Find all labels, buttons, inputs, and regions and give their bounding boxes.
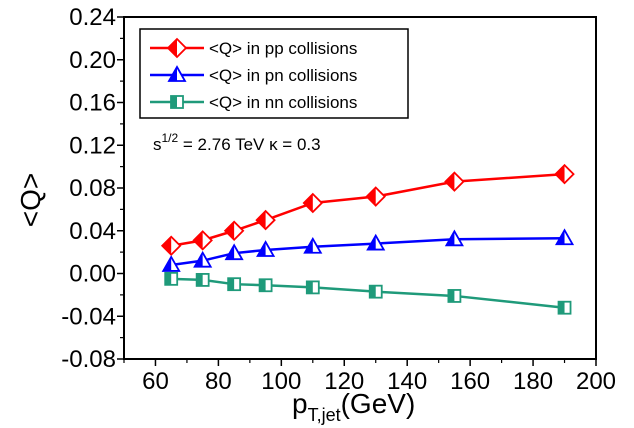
y-tick-label: -0.04 [61,303,116,330]
data-point [195,273,210,287]
y-tick-label: 0.04 [69,218,116,245]
data-point [161,255,181,272]
x-tick-label: 120 [324,368,364,395]
data-point [444,229,464,247]
legend: <Q> in pp collisions <Q> in pn collisions… [139,28,409,119]
energy-kappa-annotation: s1/2 = 2.76 TeV κ = 0.3 [153,131,321,154]
x-tick-label: 160 [450,368,490,395]
axis-ticks: -0.08 -0.04 0.00 0.04 0.08 0.12 0.16 0.20 0.24 60… [61,4,616,395]
data-point [193,250,213,268]
x-axis-label-subscript: T,jet [308,405,341,425]
legend-item: <Q> in pn collisions [150,65,357,85]
series-0 [160,163,575,256]
annotation-value: = 2.76 TeV κ = 0.3 [178,135,320,154]
annotation-superscript: 1/2 [162,131,179,145]
series-line [171,236,565,267]
legend-label: <Q> in pp collisions [209,39,357,58]
x-tick-label: 80 [205,368,232,395]
y-tick-label: 0.08 [69,175,116,202]
series-2 [164,271,572,315]
data-point [368,284,383,299]
y-tick-label: 0.00 [69,261,116,288]
data-point [227,277,242,292]
data-point [192,230,213,251]
data-point [303,236,323,254]
y-tick-label: 0.12 [69,132,116,159]
x-tick-label: 60 [142,368,169,395]
legend-label: <Q> in pn collisions [209,66,357,85]
x-axis-label-unit: (GeV) [341,388,416,419]
data-point [557,300,572,315]
data-point [224,243,244,261]
y-tick-label: 0.24 [69,4,116,31]
data-point [258,278,273,293]
x-tick-label: 200 [576,368,616,395]
data-point [256,240,276,257]
plot-series [160,163,575,315]
y-tick-label: 0.16 [69,90,116,117]
x-tick-label: 180 [513,368,553,395]
data-point [305,280,320,295]
legend-item: <Q> in pp collisions [150,37,357,59]
y-tick-label: 0.20 [69,47,116,74]
data-point [447,289,462,303]
legend-marker [170,95,184,109]
legend-marker [167,65,187,82]
legend-item: <Q> in nn collisions [150,93,357,112]
annotation-base: s [153,135,162,154]
x-tick-label: 140 [387,368,427,395]
data-point [223,220,245,242]
y-axis-label: <Q> [15,173,46,227]
data-point [554,163,575,185]
data-point [444,171,465,192]
y-tick-label: -0.08 [61,346,116,373]
legend-marker [166,37,188,59]
x-tick-label: 100 [261,368,301,395]
data-point [302,192,324,214]
data-point [365,186,387,207]
data-point [366,233,386,251]
series-1 [161,228,575,272]
x-axis-label: pT,jet(GeV) [292,388,415,425]
data-point [164,271,179,286]
data-point [554,228,575,246]
data-point [160,235,182,256]
x-axis-label-main: p [292,388,308,419]
data-point [255,209,276,231]
legend-label: <Q> in nn collisions [209,93,357,112]
plot-frame [123,16,597,360]
